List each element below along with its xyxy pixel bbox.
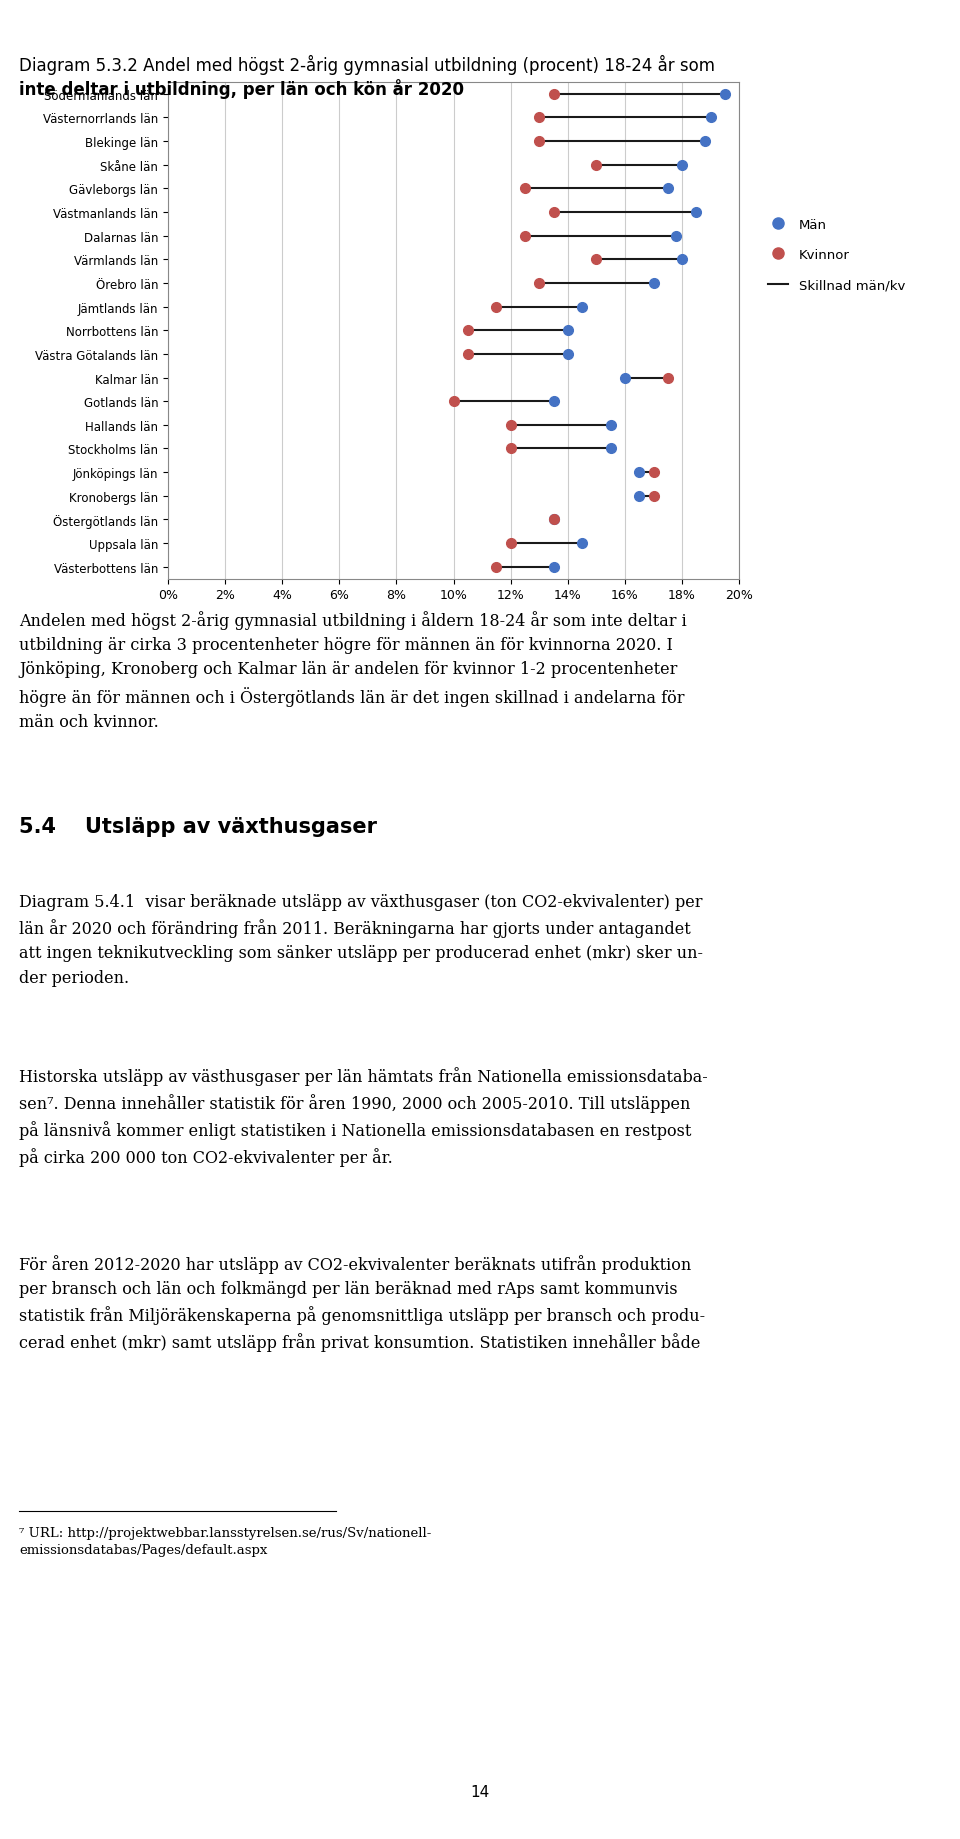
Point xyxy=(588,245,604,274)
Point xyxy=(460,316,475,346)
Point xyxy=(503,410,518,440)
Point xyxy=(517,223,533,252)
Point xyxy=(445,388,462,417)
Point xyxy=(546,506,562,535)
Point xyxy=(460,340,475,370)
Point xyxy=(574,292,589,322)
Text: ⁷ URL: http://projektwebbar.lansstyrelsen.se/rus/Sv/nationell-
emissionsdatabas/: ⁷ URL: http://projektwebbar.lansstyrelse… xyxy=(19,1526,432,1556)
Text: Diagram 5.3.2 Andel med högst 2-årig gymnasial utbildning (procent) 18-24 år som: Diagram 5.3.2 Andel med högst 2-årig gym… xyxy=(19,55,715,75)
Point xyxy=(503,530,518,559)
Point xyxy=(617,364,633,394)
Point xyxy=(717,79,732,109)
Point xyxy=(674,245,689,274)
Point xyxy=(532,268,547,298)
Legend: Män, Kvinnor, Skillnad män/kv: Män, Kvinnor, Skillnad män/kv xyxy=(763,213,910,298)
Point xyxy=(517,175,533,204)
Text: För åren 2012-2020 har utsläpp av CO2-ekvivalenter beräknats utifrån produktion
: För åren 2012-2020 har utsläpp av CO2-ek… xyxy=(19,1254,706,1352)
Text: 5.4    Utsläpp av växthusgaser: 5.4 Utsläpp av växthusgaser xyxy=(19,817,377,837)
Point xyxy=(660,175,676,204)
Text: 14: 14 xyxy=(470,1784,490,1799)
Text: Diagram 5.4.1  visar beräknade utsläpp av växthusgaser (ton CO2-ekvivalenter) pe: Diagram 5.4.1 visar beräknade utsläpp av… xyxy=(19,894,703,986)
Point xyxy=(697,127,712,156)
Point xyxy=(669,223,684,252)
Point xyxy=(546,506,562,535)
Point xyxy=(603,434,618,463)
Point xyxy=(660,364,676,394)
Point xyxy=(574,530,589,559)
Point xyxy=(561,316,576,346)
Point xyxy=(532,127,547,156)
Point xyxy=(546,79,562,109)
Point xyxy=(632,458,647,487)
Point xyxy=(546,199,562,228)
Point xyxy=(646,482,661,511)
Point xyxy=(546,554,562,583)
Point xyxy=(688,199,704,228)
Point xyxy=(588,151,604,180)
Text: inte deltar i utbildning, per län och kön år 2020: inte deltar i utbildning, per län och kö… xyxy=(19,79,465,99)
Point xyxy=(532,103,547,132)
Point xyxy=(632,482,647,511)
Point xyxy=(674,151,689,180)
Point xyxy=(489,292,504,322)
Point xyxy=(489,554,504,583)
Point xyxy=(503,434,518,463)
Point xyxy=(546,388,562,417)
Point xyxy=(646,268,661,298)
Point xyxy=(646,458,661,487)
Point xyxy=(561,340,576,370)
Point xyxy=(603,410,618,440)
Text: Historska utsläpp av västhusgaser per län hämtats från Nationella emissionsdatab: Historska utsläpp av västhusgaser per lä… xyxy=(19,1067,708,1166)
Text: Andelen med högst 2-årig gymnasial utbildning i åldern 18-24 år som inte deltar : Andelen med högst 2-årig gymnasial utbil… xyxy=(19,611,687,730)
Point xyxy=(703,103,718,132)
